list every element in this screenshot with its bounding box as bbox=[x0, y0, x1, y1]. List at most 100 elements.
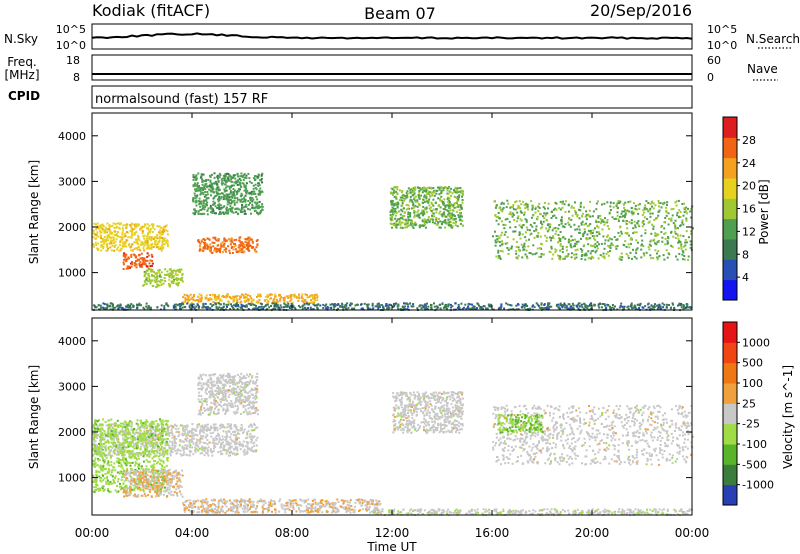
heatmap-cell bbox=[421, 212, 424, 215]
heatmap-cell bbox=[193, 434, 196, 436]
heatmap-cell bbox=[513, 219, 516, 221]
heatmap-cell bbox=[620, 232, 623, 235]
heatmap-cell bbox=[186, 301, 189, 304]
heatmap-cell bbox=[664, 232, 667, 235]
heatmap-cell bbox=[332, 308, 335, 311]
heatmap-cell bbox=[219, 303, 222, 306]
heatmap-cell bbox=[210, 425, 212, 428]
heatmap-cell bbox=[161, 450, 164, 453]
heatmap-cell bbox=[100, 237, 102, 239]
heatmap-cell bbox=[142, 306, 145, 309]
heatmap-cell bbox=[147, 439, 150, 442]
heatmap-cell bbox=[438, 204, 440, 207]
heatmap-cell bbox=[548, 250, 551, 253]
heatmap-cell bbox=[183, 433, 185, 436]
heatmap-cell bbox=[152, 224, 155, 227]
heatmap-cell bbox=[682, 251, 685, 254]
heatmap-cell bbox=[595, 208, 598, 211]
heatmap-cell bbox=[516, 207, 519, 210]
heatmap-cell bbox=[439, 199, 442, 202]
heatmap-cell bbox=[163, 238, 166, 241]
heatmap-cell bbox=[488, 305, 491, 308]
heatmap-cell bbox=[648, 209, 651, 212]
heatmap-cell bbox=[431, 203, 434, 205]
heatmap-cell bbox=[609, 209, 612, 211]
heatmap-cell bbox=[225, 303, 228, 306]
heatmap-cell bbox=[206, 423, 209, 426]
nave-tick-bottom: 0 bbox=[707, 71, 714, 84]
heatmap-cell bbox=[182, 296, 185, 299]
heatmap-region-0 bbox=[92, 222, 169, 252]
heatmap-cell bbox=[126, 265, 129, 268]
heatmap-cell bbox=[565, 246, 568, 249]
heatmap-cell bbox=[579, 231, 581, 234]
heatmap-cell bbox=[512, 214, 515, 216]
heatmap-cell bbox=[203, 447, 206, 450]
heatmap-cell bbox=[170, 280, 173, 283]
heatmap-cell bbox=[173, 438, 176, 441]
heatmap-cell bbox=[252, 307, 255, 310]
heatmap-cell bbox=[212, 191, 215, 194]
heatmap-cell bbox=[256, 198, 259, 201]
heatmap-cell bbox=[509, 304, 512, 306]
heatmap-cell bbox=[442, 202, 445, 205]
heatmap-cell bbox=[119, 241, 122, 243]
heatmap-cell bbox=[164, 444, 167, 447]
heatmap-cell bbox=[250, 447, 253, 450]
heatmap-cell bbox=[110, 232, 113, 235]
heatmap-cell bbox=[243, 176, 246, 179]
heatmap-cell bbox=[228, 249, 231, 252]
heatmap-cell bbox=[217, 186, 220, 189]
heatmap-cell bbox=[415, 214, 417, 217]
heatmap-cell bbox=[286, 301, 289, 304]
heatmap-cell bbox=[444, 206, 447, 208]
heatmap-cell bbox=[250, 302, 253, 304]
heatmap-cell bbox=[207, 429, 210, 431]
heatmap-cell bbox=[241, 241, 243, 244]
heatmap-cell bbox=[195, 429, 198, 432]
heatmap-cell bbox=[499, 256, 501, 259]
heatmap-cell bbox=[232, 448, 235, 450]
heatmap-cell bbox=[218, 199, 221, 201]
heatmap-cell bbox=[586, 225, 589, 228]
heatmap-cell bbox=[93, 222, 96, 225]
heatmap-cell bbox=[226, 212, 229, 215]
heatmap-cell bbox=[250, 424, 253, 427]
heatmap-cell bbox=[689, 210, 692, 213]
heatmap-cell bbox=[497, 212, 500, 214]
heatmap-cell bbox=[414, 221, 417, 224]
heatmap-cell bbox=[238, 208, 241, 211]
heatmap-cell bbox=[112, 236, 115, 239]
heatmap-cell bbox=[113, 245, 116, 248]
heatmap-cell bbox=[656, 241, 659, 244]
colorbar-tick-label: 4 bbox=[742, 271, 749, 284]
heatmap-cell bbox=[266, 301, 269, 304]
heatmap-cell bbox=[241, 206, 244, 209]
heatmap-cell bbox=[259, 209, 262, 212]
heatmap-cell bbox=[417, 202, 420, 205]
heatmap-cell bbox=[232, 452, 235, 455]
heatmap-cell bbox=[552, 208, 555, 211]
heatmap-cell bbox=[392, 303, 395, 305]
heatmap-cell bbox=[675, 204, 678, 207]
heatmap-cell bbox=[511, 212, 514, 215]
heatmap-cell bbox=[446, 221, 449, 224]
heatmap-cell bbox=[253, 444, 256, 447]
heatmap-cell bbox=[315, 304, 318, 307]
heatmap-cell bbox=[425, 207, 428, 210]
heatmap-cell bbox=[210, 451, 213, 454]
heatmap-cell bbox=[154, 272, 157, 275]
heatmap-cell bbox=[603, 242, 606, 245]
heatmap-cell bbox=[230, 176, 233, 179]
nsearch-tick-top: 10^5 bbox=[707, 23, 737, 36]
heatmap-cell bbox=[495, 241, 498, 244]
heatmap-cell bbox=[422, 205, 425, 208]
heatmap-cell bbox=[407, 204, 410, 207]
heatmap-cell bbox=[161, 448, 164, 451]
heatmap-cell bbox=[165, 224, 168, 227]
heatmap-cell bbox=[110, 240, 113, 242]
heatmap-cell bbox=[426, 192, 429, 195]
heatmap-cell bbox=[259, 179, 262, 182]
heatmap-cell bbox=[224, 449, 227, 452]
heatmap-cell bbox=[654, 204, 657, 207]
